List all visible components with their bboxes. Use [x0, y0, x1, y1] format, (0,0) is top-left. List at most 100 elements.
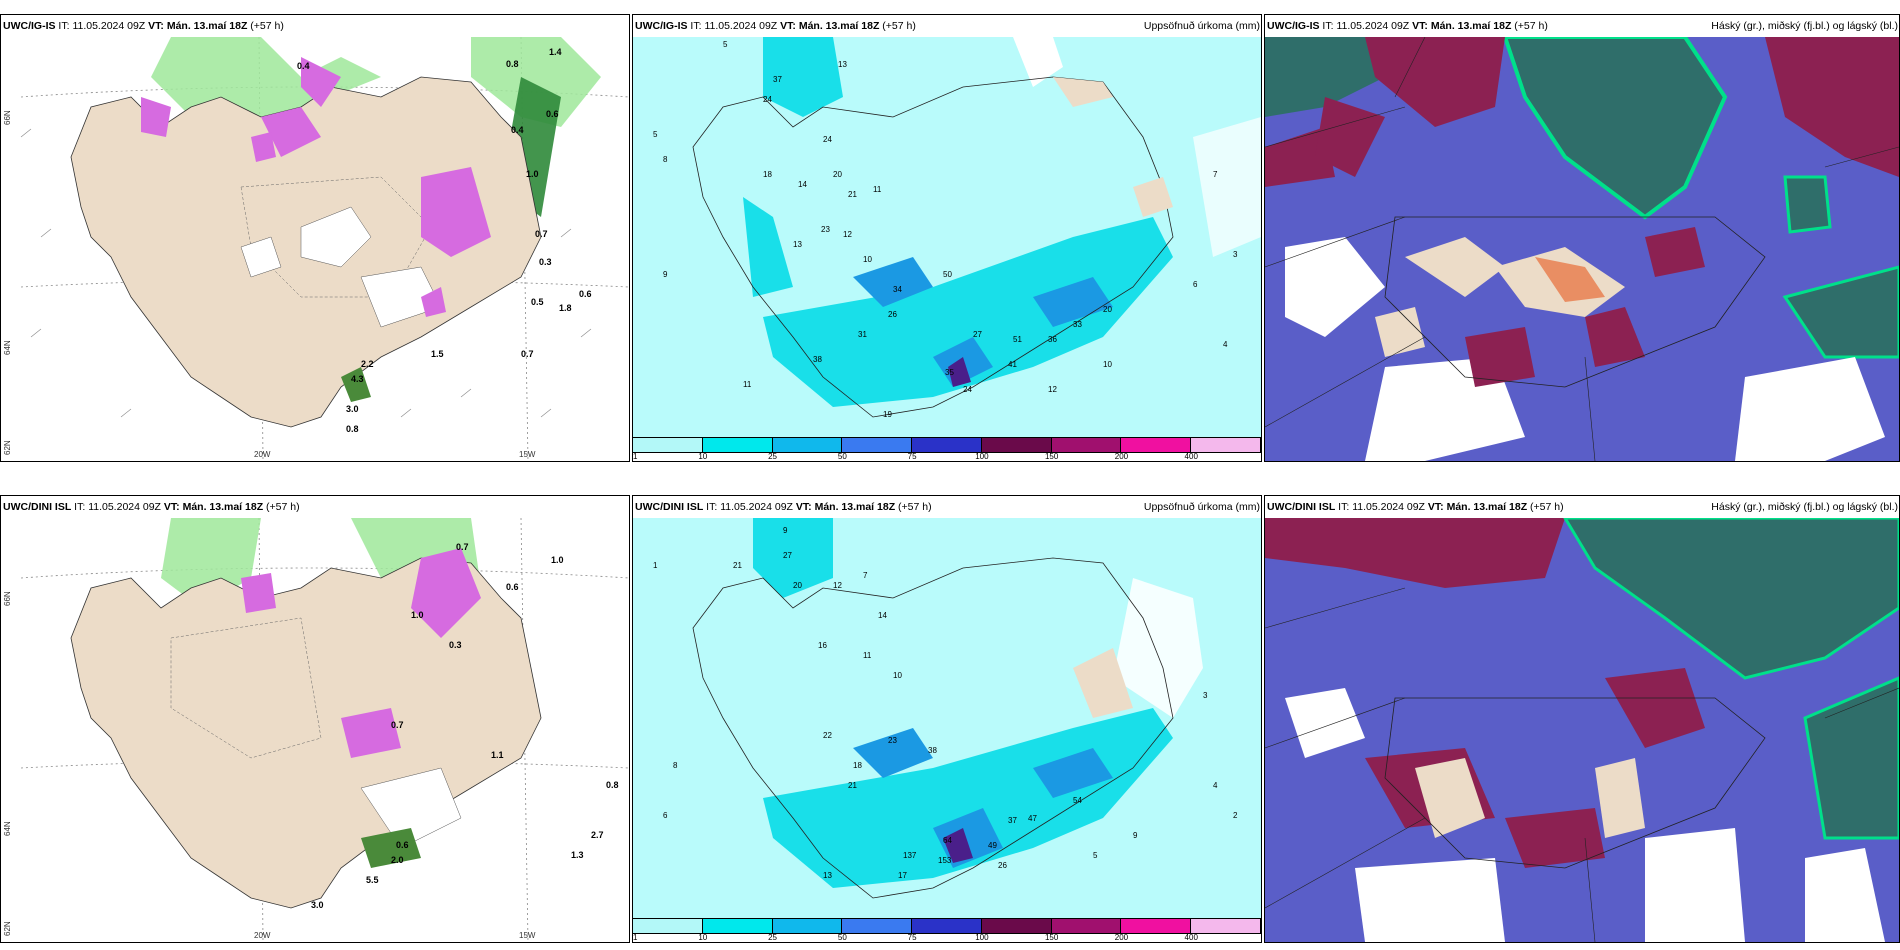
legend-tick-label: 75	[907, 933, 917, 942]
legend-swatch	[1051, 438, 1122, 452]
precip-label: 26	[888, 310, 897, 319]
precip-label: 37	[1008, 816, 1017, 825]
precip-label: 47	[1028, 814, 1037, 823]
precip-label: 18	[853, 761, 862, 770]
legend-swatch	[633, 919, 703, 933]
precip-label: 153	[938, 856, 952, 865]
lat-label: 62N	[3, 921, 12, 936]
precip-label: 24	[763, 95, 772, 104]
legend-swatch	[772, 438, 843, 452]
panel-ig-precip: UWC/IG-IS IT: 11.05.2024 09Z VT: Mán. 13…	[632, 14, 1262, 462]
panel-header: UWC/IG-IS IT: 11.05.2024 09Z VT: Mán. 13…	[3, 20, 284, 32]
legend-tick-label: 150	[1044, 933, 1059, 942]
precip-labels: 9 21 27 20 12 7 10 11 14 22 16 18 23 21 …	[653, 526, 1238, 880]
snow-label: 1.4	[549, 47, 562, 57]
legend-swatch	[912, 919, 982, 933]
precip-label: 20	[833, 170, 842, 179]
precip-label: 36	[1048, 335, 1057, 344]
snow-label: 0.7	[391, 720, 404, 730]
snow-label: 0.3	[539, 257, 552, 267]
legend-tick-label: 50	[837, 933, 847, 942]
precip-label: 13	[823, 871, 832, 880]
panel-header: UWC/IG-IS IT: 11.05.2024 09Z VT: Mán. 13…	[635, 20, 1260, 32]
precip-label: 3	[1203, 691, 1208, 700]
precip-label: 12	[833, 581, 842, 590]
precip-label: 2	[1233, 811, 1238, 820]
precip-label: 21	[733, 561, 742, 570]
precip-label: 64	[943, 836, 952, 845]
lat-label: 62N	[3, 440, 12, 455]
snow-label: 3.0	[346, 404, 359, 414]
legend-swatch	[633, 438, 703, 452]
precip-label: 37	[773, 75, 782, 84]
precip-label: 10	[893, 671, 902, 680]
snow-label: 0.8	[346, 424, 359, 434]
precip-label: 21	[848, 781, 857, 790]
precip-label: 7	[863, 571, 868, 580]
snow-label: 0.7	[535, 229, 548, 239]
precip-label: 35	[945, 368, 954, 377]
legend-tick-label: 150	[1044, 452, 1059, 461]
precip-label: 38	[813, 355, 822, 364]
precip-label: 24	[823, 135, 832, 144]
legend-swatch	[1121, 919, 1192, 933]
legend-swatch	[842, 919, 913, 933]
precip-map: 5 13 37 24 24 20 21 11 18 14 13 23 12 10…	[633, 37, 1261, 437]
precip-label: 24	[963, 385, 972, 394]
precip-label: 10	[1103, 360, 1112, 369]
precip-label: 21	[848, 190, 857, 199]
panel-ig-snow: UWC/IG-IS IT: 11.05.2024 09Z VT: Mán. 13…	[0, 14, 630, 462]
lat-label: 64N	[3, 821, 12, 836]
precip-label: 14	[798, 180, 807, 189]
precip-label: 5	[653, 130, 658, 139]
lat-label: 66N	[3, 110, 12, 125]
precip-label: 11	[743, 380, 752, 389]
snow-label: 0.6	[546, 109, 559, 119]
precip-label: 12	[1048, 385, 1057, 394]
precip-label: 54	[1073, 796, 1082, 805]
panel-dini-clouds: UWC/DINI ISL IT: 11.05.2024 09Z VT: Mán.…	[1264, 495, 1900, 943]
legend-swatch	[981, 438, 1052, 452]
snow-label: 0.6	[579, 289, 592, 299]
legend-tick-label: 1	[633, 452, 638, 461]
snow-label: 5.5	[366, 875, 379, 885]
lon-label: 20W	[254, 450, 271, 459]
snow-label: 1.0	[411, 610, 424, 620]
precip-label: 3	[1233, 250, 1238, 259]
snow-label: 3.0	[311, 900, 324, 910]
snow-label: 2.7	[591, 830, 604, 840]
precip-label: 49	[988, 841, 997, 850]
legend-tick-label: 100	[975, 452, 989, 461]
lon-label: 20W	[254, 931, 271, 940]
legend-swatch	[1121, 438, 1192, 452]
legend-swatch	[702, 438, 773, 452]
precip-label: 41	[1008, 360, 1017, 369]
lon-label: 15W	[519, 450, 536, 459]
snow-label: 0.6	[396, 840, 409, 850]
legend-swatch	[1191, 438, 1261, 452]
precip-label: 10	[863, 255, 872, 264]
cloud-map	[1265, 518, 1899, 942]
legend-tick-label: 50	[837, 452, 847, 461]
lat-label: 64N	[3, 340, 12, 355]
precip-label: 9	[783, 526, 788, 535]
precip-label: 4	[1223, 340, 1228, 349]
precip-label: 12	[843, 230, 852, 239]
precip-label: 11	[863, 651, 872, 660]
precip-label: 8	[673, 761, 678, 770]
precip-label: 5	[1093, 851, 1098, 860]
precip-label: 20	[793, 581, 802, 590]
snow-label: 4.3	[351, 374, 364, 384]
precip-label: 18	[763, 170, 772, 179]
legend-tick-label: 100	[975, 933, 989, 942]
snow-label: 0.4	[297, 61, 310, 71]
snow-label: 0.8	[606, 780, 619, 790]
snow-label: 1.1	[491, 750, 504, 760]
legend-tick-label: 400	[1184, 933, 1198, 942]
panel-dini-precip: UWC/DINI ISL IT: 11.05.2024 09Z VT: Mán.…	[632, 495, 1262, 943]
panel-header: UWC/DINI ISL IT: 11.05.2024 09Z VT: Mán.…	[1267, 501, 1898, 513]
snow-label: 2.0	[391, 855, 404, 865]
precip-label: 1	[653, 561, 658, 570]
precip-label: 20	[1103, 305, 1112, 314]
snow-label: 1.8	[559, 303, 572, 313]
